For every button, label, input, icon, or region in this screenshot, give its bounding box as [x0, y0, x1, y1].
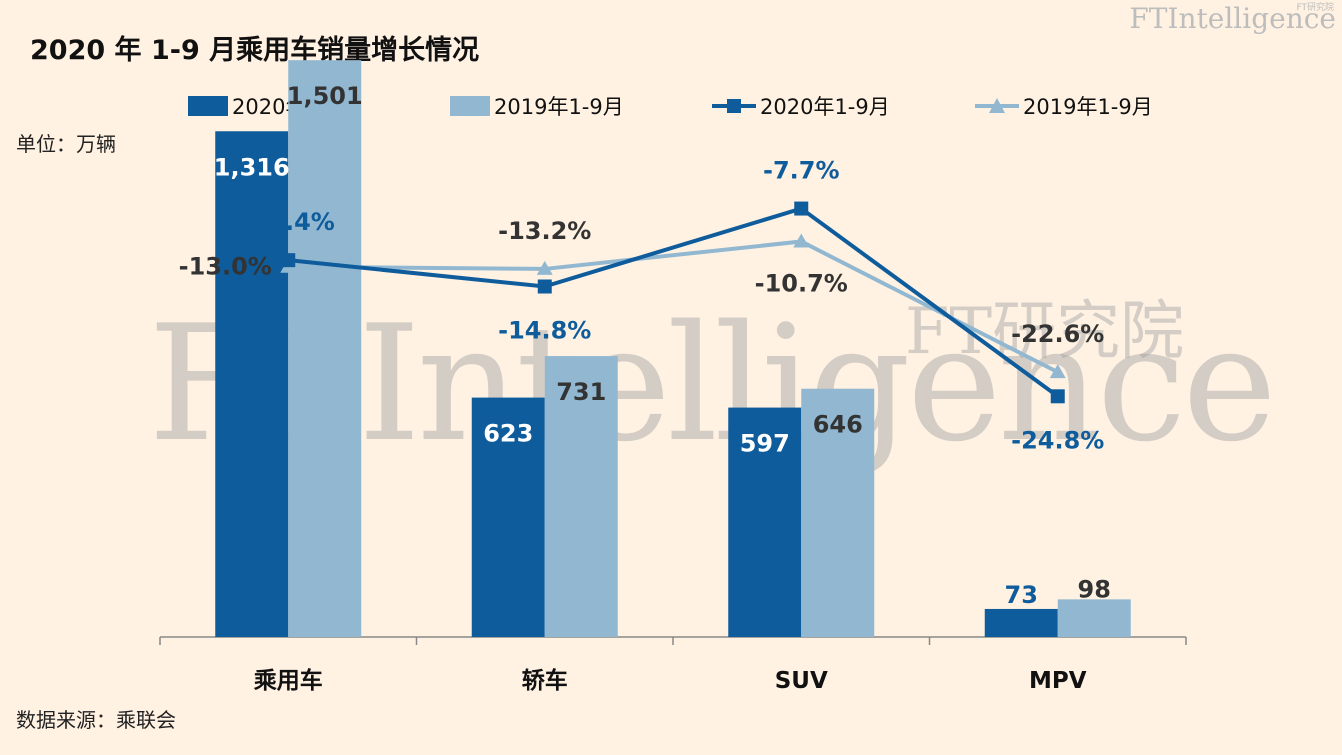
legend-item-2020-line: 2020年1-9月	[712, 90, 890, 122]
bar-2020	[471, 397, 545, 637]
bar-label-2019: 98	[1078, 575, 1111, 603]
bar-label-2020: 73	[1005, 581, 1038, 609]
line-point-2019	[793, 233, 810, 248]
bar-2020	[215, 131, 289, 637]
bar-2019	[801, 388, 875, 637]
legend-label-2020-line: 2020年1-9月	[760, 95, 890, 119]
legend-swatch-2020-bar	[188, 96, 228, 116]
x-tick-label: MPV	[1029, 668, 1087, 694]
line-point-2019	[1049, 364, 1066, 379]
bar-2019	[288, 60, 362, 637]
legend-label-2019-bar: 2019年1-9月	[494, 95, 624, 119]
line-label-2020: -12.4%	[242, 208, 335, 236]
bar-label-2020: 1,316	[214, 153, 290, 181]
legend: 2020年1-9月 2019年1-9月 2020年1-9月 2019年1-9月	[0, 90, 1342, 122]
bar-label-2019: 1,501	[287, 82, 363, 110]
x-tick-label: 轿车	[522, 667, 568, 694]
bar-label-2020: 597	[740, 430, 790, 458]
line-label-2020: -14.8%	[498, 317, 591, 345]
line-label-2019: -13.0%	[179, 253, 272, 281]
line-series-2019	[288, 239, 1059, 374]
line-point-2020	[794, 201, 809, 216]
legend-swatch-2019-line	[975, 98, 1019, 113]
legend-item-2019-line: 2019年1-9月	[975, 90, 1153, 122]
legend-swatch-2019-bar	[450, 96, 490, 116]
line-label-2019: -22.6%	[1011, 320, 1104, 348]
bar-2019	[544, 356, 618, 637]
bar-2020	[984, 608, 1058, 637]
legend-item-2019-bar: 2019年1-9月	[450, 90, 624, 122]
line-label-2019: -13.2%	[498, 217, 591, 245]
line-point-2020	[537, 279, 552, 294]
chart-title: 2020 年 1-9 月乘用车销量增长情况	[30, 35, 480, 66]
legend-label-2019-line: 2019年1-9月	[1023, 95, 1153, 119]
bar-label-2019: 646	[813, 411, 863, 439]
x-tick-label: SUV	[775, 668, 828, 694]
x-tick-label: 乘用车	[253, 667, 323, 694]
unit-label: 单位：万辆	[16, 132, 116, 156]
line-point-2020	[281, 253, 296, 268]
bar-label-2020: 623	[483, 420, 533, 448]
brand-logo-sub: FT研究院	[1296, 3, 1334, 13]
bar-2019	[1057, 599, 1131, 637]
line-point-2019	[536, 260, 553, 275]
line-label-2020: -24.8%	[1011, 426, 1104, 454]
legend-swatch-2020-line	[712, 99, 756, 113]
source-label: 数据来源：乘联会	[16, 708, 176, 732]
line-series-2020	[288, 206, 1059, 398]
bar-label-2019: 731	[556, 378, 606, 406]
line-label-2019: -10.7%	[755, 269, 848, 297]
line-point-2020	[1050, 389, 1065, 404]
line-label-2020: -7.7%	[763, 157, 840, 185]
bar-2020	[728, 407, 802, 637]
brand-logo: FTIntelligence	[1129, 2, 1336, 35]
